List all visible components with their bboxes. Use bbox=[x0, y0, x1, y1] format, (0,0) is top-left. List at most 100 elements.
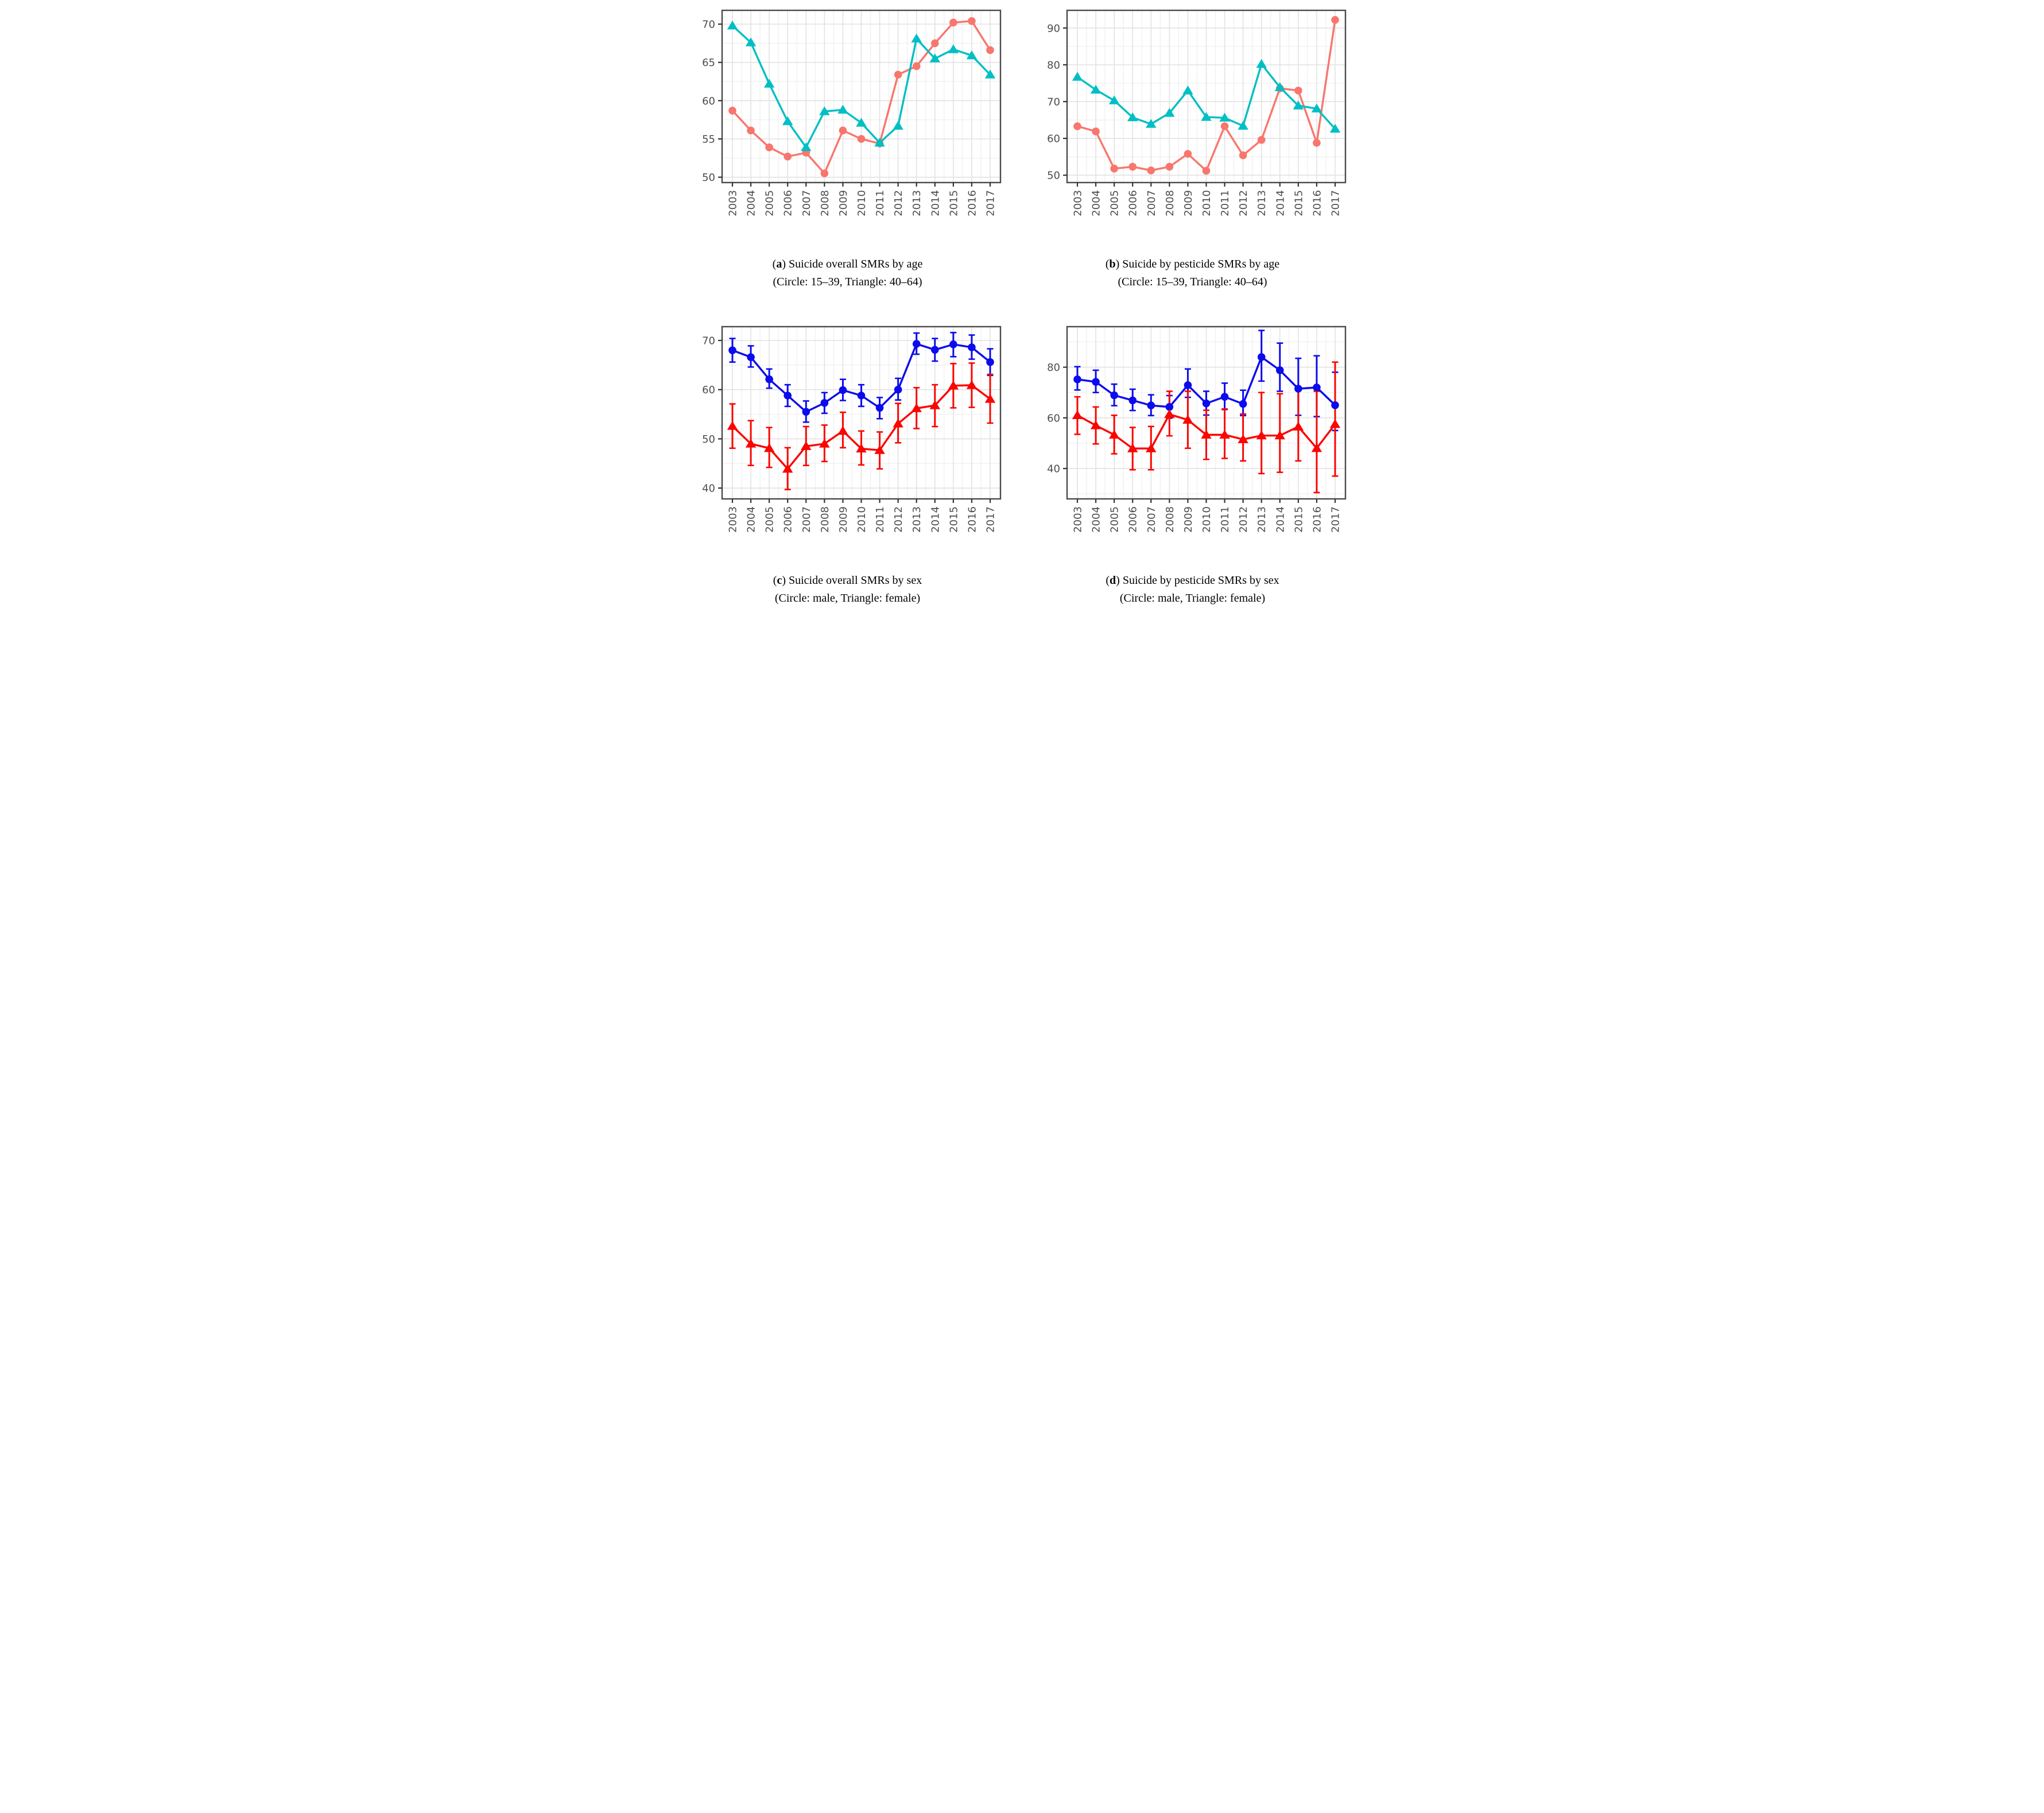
triangle-marker bbox=[1182, 85, 1193, 95]
caption-b-subtitle: (Circle: 15–39, Triangle: 40–64) bbox=[1118, 276, 1267, 288]
triangle-marker bbox=[1256, 430, 1267, 440]
circle-marker bbox=[1220, 393, 1229, 401]
y-tick-label: 40 bbox=[1047, 463, 1060, 475]
x-tick-label: 2012 bbox=[893, 190, 905, 216]
y-tick-label: 60 bbox=[1047, 412, 1060, 424]
triangle-marker bbox=[874, 137, 885, 147]
circle-marker bbox=[765, 143, 773, 152]
circle-marker bbox=[894, 385, 902, 394]
triangle-marker bbox=[1108, 95, 1120, 104]
triangle-marker bbox=[837, 425, 848, 435]
circle-marker bbox=[968, 17, 976, 25]
triangle-marker bbox=[1274, 82, 1285, 91]
x-tick-label: 2012 bbox=[1238, 190, 1250, 216]
triangle-marker bbox=[1090, 84, 1101, 94]
circle-marker bbox=[1257, 135, 1266, 144]
circle-marker bbox=[949, 18, 957, 27]
x-tick-label: 2009 bbox=[1182, 506, 1194, 533]
triangle-marker bbox=[984, 69, 996, 79]
circle-marker bbox=[1147, 401, 1155, 410]
x-tick-label: 2008 bbox=[1164, 506, 1176, 533]
x-tick-label: 2004 bbox=[746, 506, 758, 533]
triangle-marker bbox=[1238, 121, 1248, 130]
x-tick-label: 2006 bbox=[782, 190, 794, 216]
series-age 40-64 bbox=[1072, 59, 1341, 133]
triangle-marker bbox=[782, 463, 793, 473]
triangle-marker bbox=[763, 443, 775, 452]
triangle-marker bbox=[1311, 443, 1322, 452]
circle-marker bbox=[857, 392, 866, 400]
x-tick-label: 2008 bbox=[819, 506, 831, 533]
triangle-marker bbox=[1127, 443, 1138, 452]
circle-marker bbox=[765, 375, 773, 383]
x-tick-label: 2005 bbox=[764, 190, 776, 216]
x-tick-label: 2014 bbox=[929, 190, 941, 216]
triangle-marker bbox=[911, 33, 922, 42]
series-male bbox=[728, 340, 994, 416]
triangle-marker bbox=[1238, 434, 1248, 443]
x-tick-label: 2007 bbox=[1146, 506, 1158, 533]
circle-marker bbox=[747, 126, 755, 135]
circle-marker bbox=[784, 152, 792, 161]
y-axis: 50 55 60 65 70 bbox=[702, 19, 722, 184]
x-tick-label: 2004 bbox=[746, 190, 758, 216]
circle-marker bbox=[912, 340, 921, 348]
x-tick-label: 2006 bbox=[1127, 506, 1139, 533]
circle-marker bbox=[930, 346, 939, 354]
x-tick-label: 2015 bbox=[948, 506, 960, 533]
caption-c-line1: (c) Suicide overall SMRs by sex bbox=[773, 574, 922, 587]
triangle-marker bbox=[727, 20, 738, 30]
circle-marker bbox=[784, 392, 792, 400]
circle-marker bbox=[949, 340, 957, 348]
caption-a-subtitle: (Circle: 15–39, Triangle: 40–64) bbox=[773, 276, 922, 288]
triangle-marker bbox=[819, 106, 830, 115]
circle-marker bbox=[1239, 151, 1247, 160]
x-tick-label: 2003 bbox=[1072, 190, 1084, 216]
y-axis: 40 60 80 bbox=[1047, 362, 1067, 475]
x-axis: 2003 2004 2005 2006 2007 2008 2009 2010 2011 2012… bbox=[1072, 183, 1342, 216]
triangle-marker bbox=[837, 104, 848, 114]
chart-panel-c: 40 50 60 70 2003 2004 2005 2006 2007 2008 2009 2010… bbox=[702, 326, 1002, 533]
triangle-marker bbox=[1072, 72, 1083, 81]
figure-page: 50 55 60 65 70 2003 2004 2005 2006 2007 2008 2009 20… bbox=[677, 0, 1367, 654]
y-axis: 40 50 60 70 bbox=[702, 335, 722, 495]
x-axis: 2003 2004 2005 2006 2007 2008 2009 2010 2011 2012… bbox=[1072, 499, 1342, 533]
caption-d-line1: (d) Suicide by pesticide SMRs by sex bbox=[1106, 574, 1279, 587]
triangle-marker bbox=[893, 419, 903, 428]
circle-marker bbox=[820, 169, 829, 177]
circle-marker bbox=[1184, 150, 1192, 158]
triangle-marker bbox=[1219, 429, 1230, 439]
circle-marker bbox=[1313, 138, 1321, 147]
x-tick-label: 2011 bbox=[1219, 506, 1231, 533]
x-tick-label: 2009 bbox=[837, 506, 850, 533]
triangle-marker bbox=[801, 142, 812, 152]
x-tick-label: 2013 bbox=[1256, 190, 1268, 216]
y-axis: 50 60 70 80 90 bbox=[1047, 22, 1067, 182]
y-tick-label: 65 bbox=[702, 57, 715, 69]
circle-marker bbox=[839, 386, 847, 394]
panel-a-cell: 50 55 60 65 70 2003 2004 2005 2006 2007 2008 2009 20… bbox=[685, 5, 1010, 243]
circle-marker bbox=[820, 399, 829, 407]
triangle-marker bbox=[1072, 410, 1083, 420]
triangle-marker bbox=[801, 441, 812, 450]
triangle-marker bbox=[745, 439, 757, 448]
x-tick-label: 2010 bbox=[1201, 190, 1213, 216]
triangle-marker bbox=[966, 380, 978, 389]
x-tick-label: 2005 bbox=[764, 506, 776, 533]
x-tick-label: 2015 bbox=[948, 190, 960, 216]
circle-marker bbox=[1128, 396, 1137, 405]
triangle-marker bbox=[1293, 100, 1304, 110]
y-tick-label: 70 bbox=[1047, 96, 1060, 108]
x-tick-label: 2013 bbox=[911, 506, 923, 533]
x-axis: 2003 2004 2005 2006 2007 2008 2009 2010 2011 2012… bbox=[727, 499, 997, 533]
y-tick-label: 80 bbox=[1047, 59, 1060, 71]
circle-marker bbox=[1239, 400, 1247, 408]
circle-marker bbox=[1092, 127, 1100, 135]
circle-marker bbox=[839, 126, 847, 135]
x-tick-label: 2004 bbox=[1091, 190, 1103, 216]
triangle-marker bbox=[929, 400, 940, 409]
x-tick-label: 2003 bbox=[727, 190, 739, 216]
triangle-marker bbox=[911, 403, 922, 412]
